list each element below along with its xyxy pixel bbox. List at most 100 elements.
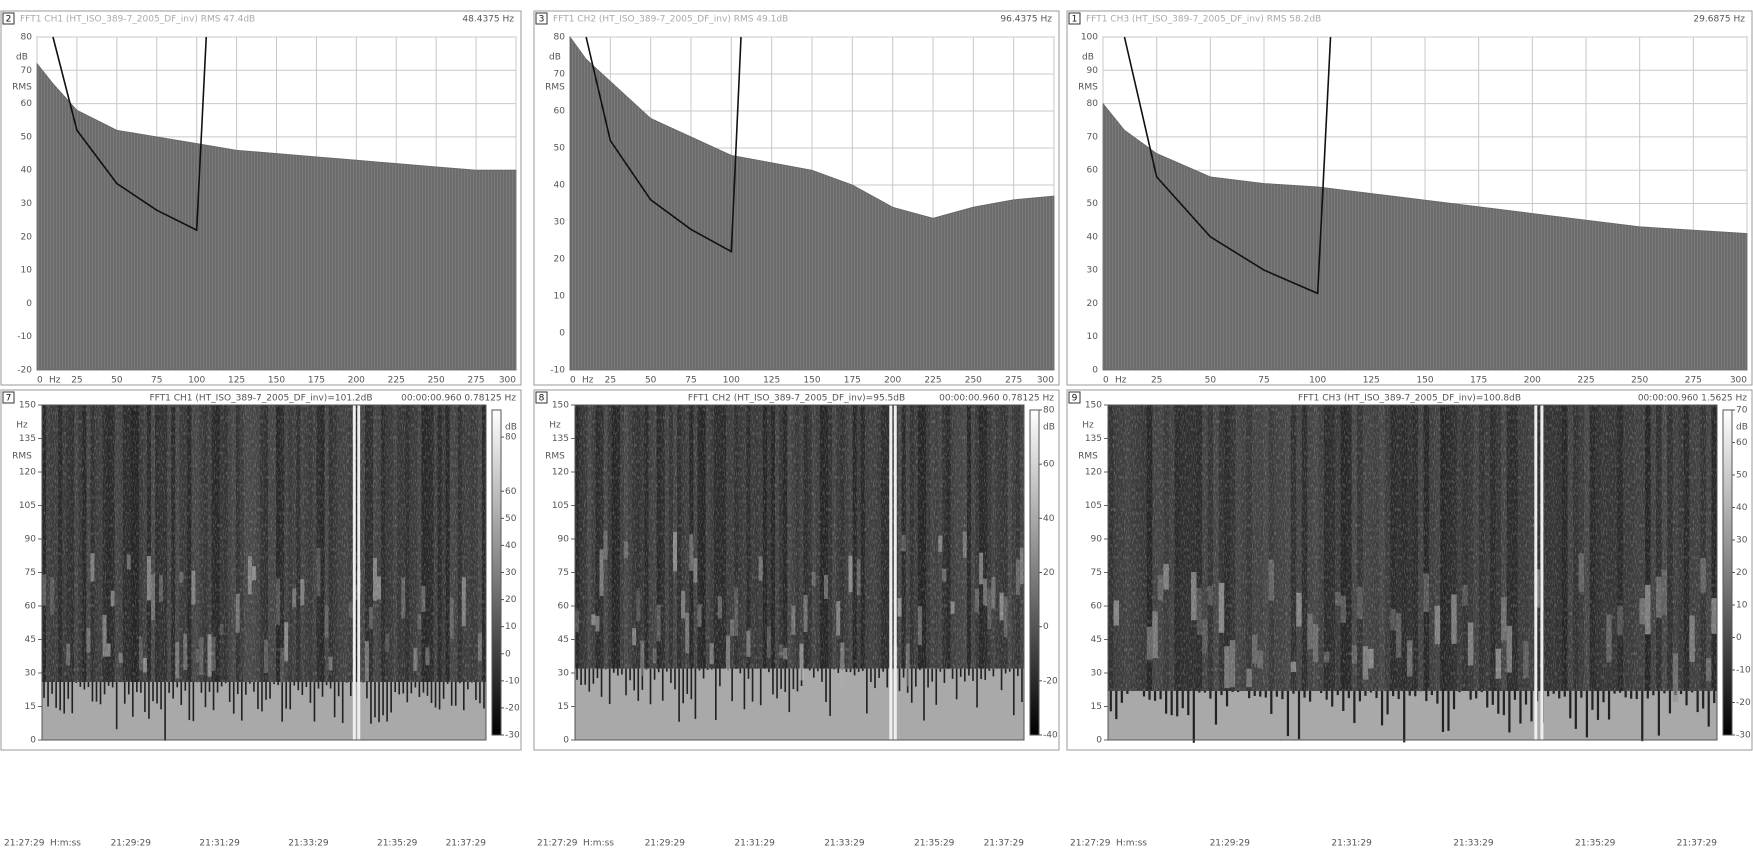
spectrogram-drip (853, 668, 856, 676)
colorbar (491, 409, 502, 736)
spectrogram-drip (1325, 690, 1328, 700)
time-label: 21:31:29 (1331, 839, 1372, 849)
spectrogram-drip (442, 681, 445, 699)
spectrogram-drip (1458, 690, 1461, 693)
spectrogram-drip (861, 668, 864, 672)
spectrogram-drip (1264, 690, 1267, 698)
panel-index: 8 (539, 394, 545, 404)
readout: 48.4375 Hz (462, 15, 514, 25)
spectrogram-drip (1386, 690, 1389, 715)
x-tick-label: 75 (1258, 376, 1269, 386)
panel-frame (1066, 389, 1753, 751)
spectrogram-drip (1646, 690, 1649, 699)
spectrogram-drip (674, 668, 676, 690)
spectrogram-drip (1214, 690, 1218, 725)
colorbar-label: 20 (505, 595, 517, 605)
time-label: 21:35:29 (1575, 839, 1616, 849)
spectrogram-drip (739, 668, 742, 674)
spectrogram-drip (337, 681, 340, 697)
x-tick-label: 300 (1037, 376, 1054, 386)
spectrogram-drip (1690, 690, 1694, 693)
colorbar-label: 0 (1043, 622, 1049, 632)
spectrogram-drip (1619, 690, 1622, 693)
spectrogram-drip (682, 668, 684, 704)
x-tick-label: 125 (763, 376, 780, 386)
x-tick-label: 225 (388, 376, 405, 386)
spectrogram-drip (649, 668, 652, 705)
spectrogram-drip (458, 681, 461, 684)
y-unit: dB (16, 53, 28, 63)
spectrogram-drip (1320, 690, 1323, 694)
x-tick-label: 275 (1005, 376, 1022, 386)
x-tick-label: 0 (1103, 376, 1109, 386)
spectrogram-drip (301, 681, 304, 695)
x-tick-label: 25 (1151, 376, 1162, 386)
spectrogram-drip (1486, 690, 1489, 708)
spectrogram-drip (265, 681, 267, 700)
colorbar-label: -10 (1736, 666, 1751, 676)
spectrogram-drip (657, 668, 660, 673)
spectrogram-drip (1607, 690, 1611, 720)
spectrogram-drip (277, 681, 279, 686)
y-tick-label: 0 (559, 329, 565, 339)
spectrogram-drip (747, 668, 750, 679)
y-tick-label: 0 (26, 299, 32, 309)
spectrogram-image (575, 405, 1025, 740)
y-tick-label: 15 (25, 702, 36, 712)
y-tick-label: 0 (1092, 366, 1098, 376)
spectrogram-drip (837, 668, 840, 673)
y-unit-rms: RMS (1078, 452, 1098, 462)
spectrogram-drip (321, 681, 324, 697)
colorbar-label: 50 (1736, 471, 1748, 481)
spectrogram-drip (1497, 690, 1500, 714)
spectrogram-drip (386, 681, 388, 722)
spectrogram-drip (1569, 690, 1572, 719)
readout: 96.4375 Hz (1000, 15, 1052, 25)
spectrogram-drip (148, 681, 150, 719)
x-unit: Hz (582, 376, 594, 386)
colorbar-label: 40 (505, 541, 517, 551)
y-tick-label: 10 (554, 292, 566, 302)
y-tick-label: 20 (554, 255, 566, 265)
spectrogram-drip (55, 681, 57, 708)
x-tick-label: 275 (1685, 376, 1702, 386)
y-tick-label: 135 (552, 434, 569, 444)
spectrogram-drip (176, 681, 179, 688)
spectrogram-drip (968, 668, 970, 676)
spectrogram-drip (164, 681, 166, 741)
x-tick-label: 200 (1524, 376, 1541, 386)
colorbar-label: 60 (505, 487, 517, 497)
spectrogram-drip (1008, 668, 1011, 672)
spectrogram-drip (402, 681, 405, 694)
y-tick-label: 80 (21, 33, 33, 43)
spectrogram-drip (1596, 690, 1600, 720)
spectrogram-drip (1236, 690, 1240, 693)
spectrogram-drip (374, 681, 376, 718)
spectrogram-drip (1380, 690, 1384, 726)
x-tick-label: 50 (1205, 376, 1217, 386)
spectrogram-drip (874, 668, 876, 689)
spectrogram-drip (293, 681, 296, 686)
spectrum-area (569, 35, 1055, 371)
y-tick-label: 30 (21, 199, 33, 209)
spectrogram-drip (959, 668, 962, 677)
spectrogram-drip (833, 668, 836, 670)
spectrogram-drip (780, 668, 782, 689)
spectrogram-drip (1425, 690, 1428, 702)
spectrogram-drip (398, 681, 401, 695)
spectrogram-drip (919, 668, 921, 671)
panel-header: FFT1 CH1 (HT_ISO_389-7_2005_DF_inv)=101.… (149, 394, 372, 404)
spectrogram-drip (719, 668, 721, 687)
y-tick-label: 90 (1087, 66, 1099, 76)
spectrogram-drip (1165, 690, 1168, 714)
spectrogram-drip (257, 681, 259, 710)
x-tick-label: 200 (884, 376, 901, 386)
y-tick-label: 105 (19, 501, 36, 511)
spectrogram-drip (406, 681, 409, 703)
spectrogram-drip (422, 681, 425, 693)
spectrogram-drip (1353, 690, 1356, 724)
colorbar (1722, 409, 1733, 736)
spectrogram-drip (772, 668, 774, 695)
spectrogram-drip (140, 681, 142, 693)
